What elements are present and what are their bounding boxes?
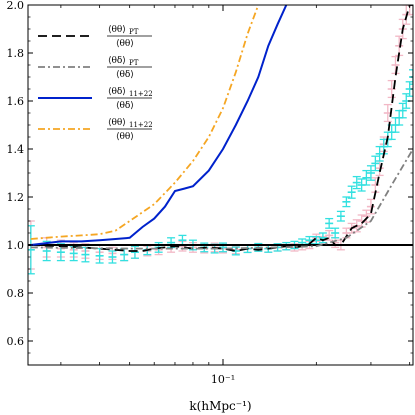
legend: ⟨θθ⟩ PT⟨θθ⟩⟨θδ⟩ PT⟨θδ⟩⟨θδ⟩ 11+22⟨θδ⟩⟨θθ⟩ 11+… xyxy=(38,25,153,142)
legend-denominator: ⟨θδ⟩ xyxy=(116,101,134,111)
legend-numerator-sub: PT xyxy=(129,28,139,36)
legend-denominator: ⟨θθ⟩ xyxy=(116,39,134,49)
series-line-2 xyxy=(30,5,288,246)
y-tick-label: 1.0 xyxy=(7,239,25,252)
y-tick-label: 1.8 xyxy=(7,47,25,60)
legend-entry-1: ⟨θδ⟩ PT⟨θδ⟩ xyxy=(38,56,152,80)
y-tick-label: 1.2 xyxy=(7,191,25,204)
legend-numerator: ⟨θδ⟩ xyxy=(108,56,126,66)
legend-numerator-sub: 11+22 xyxy=(129,121,153,129)
y-tick-label: 1.6 xyxy=(7,95,25,108)
plot-frame xyxy=(27,4,414,366)
legend-numerator-sub: PT xyxy=(129,59,139,67)
legend-numerator-sub: 11+22 xyxy=(129,90,153,98)
y-tick-label: 2.0 xyxy=(7,0,25,12)
y-tick-label: 0.6 xyxy=(7,335,25,348)
y-tick-label: 1.4 xyxy=(7,143,25,156)
error-series-0 xyxy=(28,5,413,270)
plot-area xyxy=(28,5,413,275)
legend-numerator: ⟨θθ⟩ xyxy=(108,25,126,35)
legend-denominator: ⟨θδ⟩ xyxy=(116,70,134,80)
x-axis-label: k(hMpc⁻¹) xyxy=(189,399,251,413)
axes: 0.6 0.8 1.0 1.2 1.4 1.6 1.8 2.0 10⁻¹ k(hMpc⁻¹) xyxy=(7,0,414,413)
series-line-1 xyxy=(30,148,413,250)
legend-numerator: ⟨θδ⟩ xyxy=(108,87,126,97)
legend-denominator: ⟨θθ⟩ xyxy=(116,132,134,142)
x-tick-label: 10⁻¹ xyxy=(211,373,235,386)
y-tick-label: 0.8 xyxy=(7,287,25,300)
legend-entry-2: ⟨θδ⟩ 11+22⟨θδ⟩ xyxy=(38,87,153,111)
series-line-0 xyxy=(30,5,413,252)
legend-entry-3: ⟨θθ⟩ 11+22⟨θθ⟩ xyxy=(38,118,153,142)
legend-numerator: ⟨θθ⟩ xyxy=(108,118,126,128)
legend-entry-0: ⟨θθ⟩ PT⟨θθ⟩ xyxy=(38,25,152,49)
